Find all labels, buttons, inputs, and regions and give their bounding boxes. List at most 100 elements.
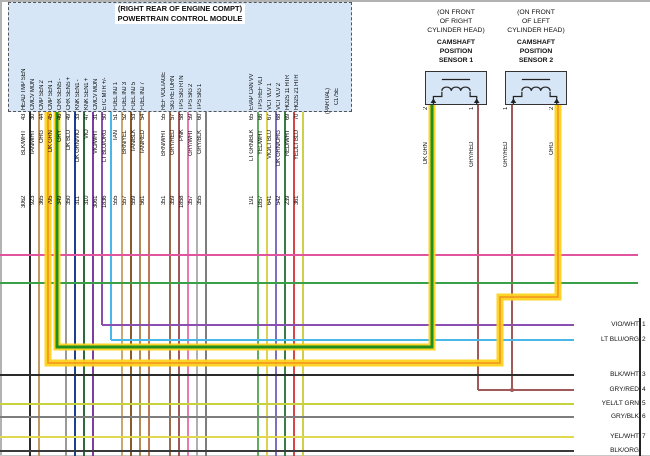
- pcm-pin-number: 70: [294, 114, 300, 121]
- sensor-wire-color: GRY/RED: [503, 142, 509, 168]
- pcm-pin-label: ETC MTR +/-: [102, 77, 108, 110]
- wire-end-label: LT BLU/ORG: [574, 335, 640, 344]
- sensor2-name-line3: SENSOR 2: [518, 57, 554, 64]
- pcm-pin-number: 57: [170, 114, 176, 121]
- pcm-pin-label: TPS REF VLT: [258, 75, 264, 110]
- sensor2-location-line1: (ON FRONT: [517, 9, 555, 16]
- pcm-pin-label: FUEL INJ 5: [131, 82, 137, 110]
- pcm-pin-label: CMP SEN 1: [48, 80, 54, 110]
- page-edge-bottom: [0, 454, 650, 456]
- pcm-pin-number: 47: [84, 114, 90, 121]
- connector-id: C175E: [334, 88, 340, 105]
- wire-color-label: ORG: [39, 130, 45, 143]
- pcm-pin-label: CRK SENS +: [66, 77, 72, 110]
- sensor-pin-number: 1: [469, 107, 475, 111]
- wire-color-label: DK BLU: [66, 130, 72, 150]
- wire-circuit-number: 365: [39, 196, 45, 206]
- sensor1-symbol-box: [425, 71, 487, 105]
- pcm-location-line2: POWERTRAIN CONTROL MODULE: [114, 14, 246, 24]
- connector-pin-number: 4: [642, 386, 646, 393]
- page-edge-left: [0, 0, 2, 456]
- wire-circuit-number: 361: [294, 196, 300, 206]
- wire-end-label: BLK/ORG: [574, 446, 640, 455]
- connector-pin-number: 6: [642, 413, 646, 420]
- pcm-pin-label: KNK SEN1 +: [84, 78, 90, 110]
- inductive-sensor-icon: [430, 78, 480, 104]
- wire-end-label: GRY/RED: [574, 385, 640, 394]
- connector-id-partial: (PARTIAL): [325, 88, 331, 114]
- pcm-pin-label: EVAP CAN VV: [249, 73, 255, 110]
- pcm-location-line1: (RIGHT REAR OF ENGINE COMPT): [114, 4, 246, 14]
- pcm-pin-number: 31: [93, 114, 99, 121]
- wire-color-label: LT GRN/BLK: [249, 130, 255, 162]
- wire: [29, 112, 31, 456]
- sensor-pin-number: 1: [503, 107, 509, 111]
- wire-color-label: PNK: [179, 130, 185, 142]
- pcm-pin-label: HO2S 21 HTR: [294, 74, 300, 110]
- pcm-pin-number: 46: [57, 114, 63, 121]
- wire-junction: [510, 388, 514, 392]
- connector-pin-number: 5: [642, 400, 646, 407]
- wire-circuit-number: 542: [276, 196, 282, 206]
- wire-color-label: TAN/RED: [140, 130, 146, 154]
- pcm-pin-number: 30: [30, 114, 36, 121]
- pcm-pin-number: 49: [66, 114, 72, 121]
- wire: [38, 112, 40, 456]
- wire-circuit-number: 923: [30, 196, 36, 206]
- wire-circuit-number: 355: [197, 196, 203, 206]
- connector-pin-number: 1: [642, 321, 646, 328]
- wire-color-label: TAN/WHT: [30, 130, 36, 155]
- wire-color-label: BLK/WHT: [21, 130, 27, 155]
- pcm-pin-number: 44: [39, 114, 45, 121]
- pcm-pin-label: TPS SIG RTN: [179, 75, 185, 110]
- wire-circuit-number: 359: [170, 196, 176, 206]
- pcm-pin-number: 59: [188, 114, 194, 121]
- wire-circuit-number: 350: [66, 196, 72, 206]
- sensor2-symbol-box: [505, 71, 567, 105]
- sensor2-name-line2: POSITION: [519, 48, 553, 55]
- pcm-pin-label: FUEL INJ 7: [140, 82, 146, 110]
- pcm-pin-number: 68: [276, 114, 282, 121]
- wire-color-label: BRN/YEL: [122, 130, 128, 154]
- wire-circuit-number: 559: [131, 196, 137, 206]
- sensor1-location-line2: OF RIGHT: [439, 18, 473, 25]
- wire-end-label: YEL/WHT: [574, 432, 640, 441]
- pcm-pin-number: 58: [179, 114, 185, 121]
- wire-to-connector: [0, 450, 640, 452]
- wire-circuit-number: 191: [249, 196, 255, 206]
- wire-color-label: YEL/WHT: [258, 130, 264, 155]
- pcm-pin-number: 54: [140, 114, 146, 121]
- wire-circuit-number: 555: [113, 196, 119, 206]
- wire-circuit-number: 239: [285, 196, 291, 206]
- pcm-pin-number: 60: [197, 114, 203, 121]
- pcm-pin-number: 67: [267, 114, 273, 121]
- wire-color-label: VIO/WHT: [93, 130, 99, 154]
- sensor2-location-line3: CYLINDER HEAD): [507, 27, 565, 34]
- pcm-title: (RIGHT REAR OF ENGINE COMPT) POWERTRAIN …: [8, 4, 352, 24]
- pcm-pin-number: 66: [258, 114, 264, 121]
- pcm-pin-number: 50: [102, 114, 108, 121]
- sensor1-location-line3: CYLINDER HEAD): [427, 27, 485, 34]
- pcm-pin-label: KNK SEN1 -: [75, 79, 81, 110]
- wire-color-label: VIO/LT BLU: [267, 130, 273, 159]
- pcm-pin-label: HO2S 11 HTR: [285, 75, 291, 110]
- camshaft-position-sensor-2: (ON FRONT OF LEFT CYLINDER HEAD) CAMSHAF…: [491, 8, 581, 105]
- pcm-pin-label: CMCV MON: [30, 79, 36, 110]
- wire-to-connector: [0, 436, 640, 438]
- wire-to-connector: [0, 374, 640, 376]
- sensor1-location-line1: (ON FRONT: [437, 9, 475, 16]
- sensor-pin-number: 2: [423, 107, 429, 111]
- wire-circuit-number: 557: [122, 196, 128, 206]
- wire-color-label: LT BLU/ORG: [102, 130, 108, 163]
- wire-circuit-number: 3062: [21, 196, 27, 209]
- wire-circuit-number: 561: [140, 196, 146, 206]
- sensor1-name-line3: SENSOR 1: [438, 57, 474, 64]
- sensor-wire-color: GRY/RED: [469, 142, 475, 168]
- wire-to-connector: [0, 416, 640, 418]
- pcm-pin-label: CMCV MON: [93, 79, 99, 110]
- pcm-pin-number: 45: [48, 114, 54, 121]
- connector-edge-line: [639, 318, 641, 456]
- wire-circuit-number: 641: [267, 196, 273, 206]
- wire-to-connector: [0, 403, 640, 405]
- wire-circuit-number: 795: [48, 196, 54, 206]
